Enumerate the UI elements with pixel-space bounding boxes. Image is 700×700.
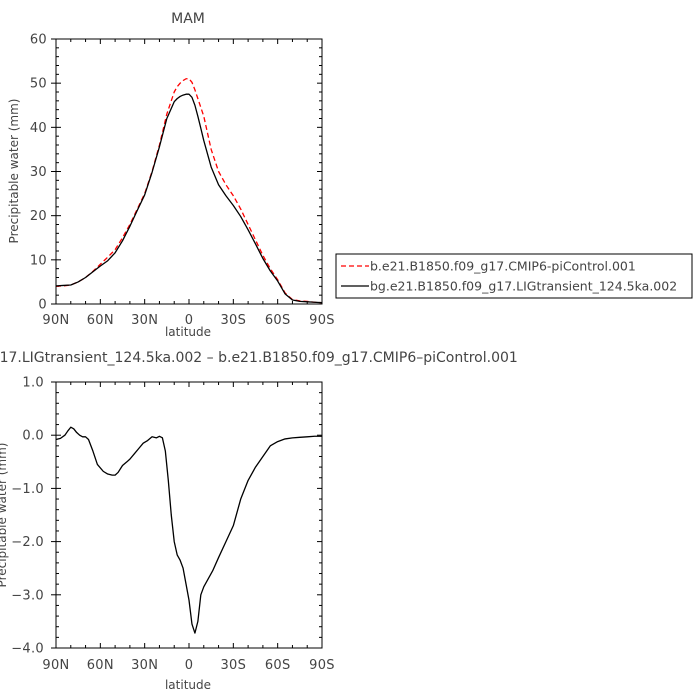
legend-label-control: b.e21.B1850.f09_g17.CMIP6-piControl.001 [370,259,636,274]
panel-2: bg.e21.B1850.f09_g17.LIGtransient_124.5k… [0,350,518,692]
legend-box [335,253,693,299]
panel-1-ytick-label: 20 [30,209,47,224]
panel-2-ytick-label: −1.0 [11,482,44,497]
panel-2-ylabel: Precipitable water (mm) [0,443,9,588]
panel-2-xtick-label: 60N [87,658,114,673]
panel-1: MAM latitude Precipitable water (mm) 90N… [7,11,335,339]
panel-1-ytick-label: 10 [30,253,47,268]
panel-2-xtick-label: 0 [185,658,194,673]
panel-1-ylabel: Precipitable water (mm) [7,99,21,244]
panel-1-ytick-label: 30 [30,165,47,180]
panel-2-ytick-label: −4.0 [11,642,44,657]
panel-1-xtick-label: 60S [265,313,291,328]
panel-1-ytick-label: 60 [30,33,47,48]
panel-1-xlabel: latitude [165,325,211,339]
panel-1-xtick-label: 30S [220,313,246,328]
panel-1-series [55,78,323,304]
panel-1-frame [55,38,323,305]
panel-2-title: bg.e21.B1850.f09_g17.LIGtransient_124.5k… [0,350,518,366]
panel-1-xtick-label: 60N [87,313,114,328]
panel-2-xlabel: latitude [165,678,211,692]
panel-2-xtick-label: 60S [265,658,291,673]
legend-label-transient: bg.e21.B1850.f09_g17.LIGtransient_124.5k… [370,279,677,294]
panel-2-xtick-label: 90N [42,658,69,673]
panel-1-ytick-label: 0 [38,298,47,313]
panel-2-xtick-label: 30S [220,658,246,673]
panel-2-ticks [51,381,323,649]
panel-1-xtick-label: 90N [42,313,69,328]
legend: b.e21.B1850.f09_g17.CMIP6-piControl.001 … [335,253,693,299]
panel-2-xtick-label: 90S [309,658,335,673]
panel-1-ytick-label: 40 [30,121,47,136]
panel-2-ytick-label: −3.0 [11,588,44,603]
panel-1-ytick-label: 50 [30,77,47,92]
panel-2-series [55,426,322,634]
panel-2-series-line-0 [55,426,322,634]
panel-2-ytick-label: −2.0 [11,535,44,550]
panel-2-ytick-label: 1.0 [22,376,44,391]
panel-2-frame [55,381,323,649]
panel-2-xtick-label: 30N [131,658,158,673]
panel-1-title: MAM [171,11,205,27]
panel-1-xtick-label: 30N [131,313,158,328]
panel-1-series-line-1 [55,93,323,304]
panel-2-ytick-label: 0.0 [22,429,44,444]
panel-1-xtick-label: 0 [185,313,194,328]
panel-1-xtick-label: 90S [309,313,335,328]
